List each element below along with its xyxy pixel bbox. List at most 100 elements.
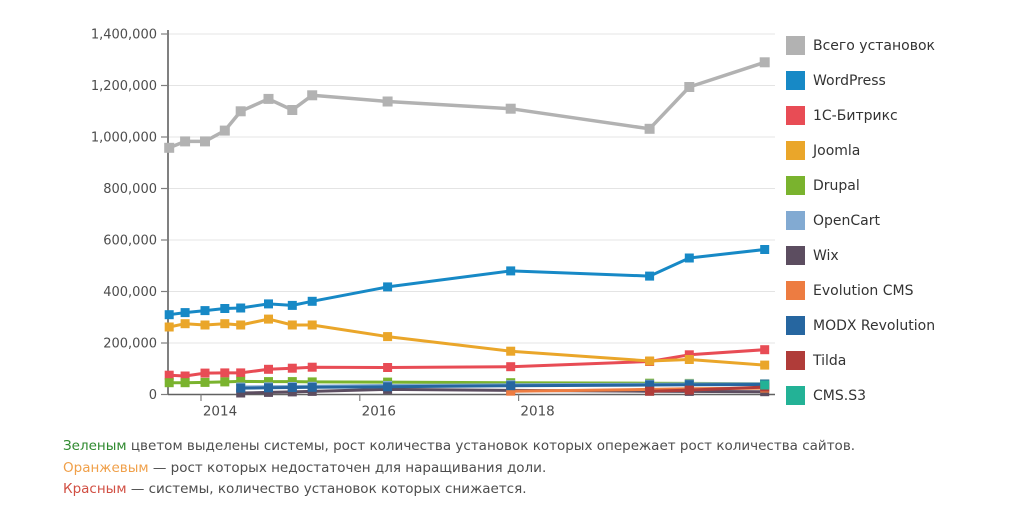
series-marker-wix (264, 387, 273, 397)
legend-item-drupal[interactable]: Drupal (786, 176, 935, 195)
series-marker-total-installs (684, 82, 695, 92)
legend-label: 1С-Битрикс (813, 107, 898, 124)
series-marker-total-installs (307, 90, 318, 101)
legend-item-joomla[interactable]: Joomla (786, 141, 935, 160)
series-marker-drupal (180, 378, 190, 388)
footnote-text: цветом выделены системы, рост количества… (126, 438, 856, 454)
series-marker-joomla (506, 346, 516, 356)
series-marker-modx-revolution (506, 381, 516, 391)
y-axis-label: 1,000,000 (91, 131, 157, 146)
legend-item-modx-revolution[interactable]: MODX Revolution (786, 316, 935, 335)
series-marker-drupal (164, 378, 174, 388)
series-marker-tilda (684, 385, 694, 395)
series-marker-modx-revolution (383, 382, 393, 392)
legend-swatch (786, 281, 805, 300)
series-marker-1c-bitrix (200, 368, 210, 378)
series-marker-cms-s3 (760, 380, 770, 390)
series-marker-drupal (236, 376, 246, 386)
legend-swatch (786, 71, 805, 90)
chart-footnotes: Зеленым цветом выделены системы, рост ко… (63, 436, 963, 501)
series-marker-joomla (236, 320, 246, 330)
footnote-lead-word: Оранжевым (63, 459, 149, 476)
series-marker-1c-bitrix (287, 363, 297, 373)
series-marker-wordpress (760, 245, 770, 254)
legend-swatch (786, 316, 805, 335)
footnote-text: — системы, количество установок которых … (126, 481, 527, 497)
legend-item-evolution-cms[interactable]: Evolution CMS (786, 281, 935, 300)
legend-item-wix[interactable]: Wix (786, 246, 935, 265)
series-marker-1c-bitrix (236, 368, 246, 378)
legend-item-wordpress[interactable]: WordPress (786, 71, 935, 90)
series-marker-modx-revolution (264, 383, 273, 393)
series-marker-1c-bitrix (180, 371, 190, 381)
series-marker-joomla (383, 332, 393, 342)
y-axis-label: 600,000 (103, 234, 157, 249)
series-marker-wordpress (236, 303, 246, 313)
legend-swatch (786, 106, 805, 125)
legend-item-1c-bitrix[interactable]: 1С-Битрикс (786, 106, 935, 125)
legend-swatch (786, 211, 805, 230)
series-marker-wordpress (645, 271, 655, 281)
series-marker-joomla (200, 320, 210, 330)
series-marker-modx-revolution (236, 383, 246, 393)
legend-label: MODX Revolution (813, 317, 936, 334)
series-marker-joomla (287, 320, 297, 330)
series-marker-total-installs (505, 103, 516, 114)
legend-swatch (786, 386, 805, 405)
series-marker-drupal (287, 377, 297, 387)
series-marker-total-installs (759, 57, 770, 68)
series-marker-total-installs (235, 106, 246, 117)
y-axis-label: 800,000 (103, 182, 157, 197)
footnote-line: Зеленым цветом выделены системы, рост ко… (63, 436, 963, 458)
series-marker-1c-bitrix (164, 370, 174, 380)
series-marker-1c-bitrix (264, 364, 273, 374)
legend-label: CMS.S3 (813, 387, 866, 404)
series-marker-1c-bitrix (220, 368, 230, 378)
series-marker-joomla (760, 360, 770, 370)
series-marker-joomla (180, 319, 190, 329)
series-marker-joomla (684, 355, 694, 364)
series-marker-modx-revolution (645, 380, 655, 390)
legend-swatch (786, 176, 805, 195)
footnote-lead-word: Красным (63, 481, 127, 497)
series-marker-drupal (264, 377, 273, 387)
legend-label: Evolution CMS (813, 282, 914, 299)
legend-item-cms-s3[interactable]: CMS.S3 (786, 386, 935, 405)
y-axis-label: 400,000 (103, 285, 157, 300)
y-axis-label: 1,200,000 (91, 79, 157, 94)
legend-item-tilda[interactable]: Tilda (786, 351, 935, 370)
series-marker-wordpress (220, 304, 230, 313)
series-marker-total-installs (219, 125, 230, 136)
legend-label: Drupal (813, 177, 860, 194)
series-marker-1c-bitrix (760, 345, 770, 355)
legend-label: Wix (813, 247, 839, 264)
cms-installs-line-chart: 0 200,000 400,000 600,000 800,000 1,000,000 1,… (91, 28, 775, 420)
series-marker-tilda (645, 386, 655, 396)
series-line-1c-bitrix (167, 348, 767, 378)
legend-label: OpenCart (813, 212, 880, 229)
legend-item-opencart[interactable]: OpenCart (786, 211, 935, 230)
series-marker-wordpress (264, 299, 273, 309)
footnote-line: Оранжевым — рост которых недостаточен дл… (63, 458, 963, 480)
series-marker-drupal (200, 377, 210, 387)
legend-swatch (786, 141, 805, 160)
x-axis-label: 2018 (520, 404, 554, 420)
series-marker-total-installs (164, 142, 175, 153)
series-marker-wordpress (164, 310, 174, 320)
series-marker-modx-revolution (684, 380, 694, 390)
legend-label: Tilda (813, 352, 847, 369)
series-marker-wordpress (383, 282, 393, 292)
series-marker-joomla (220, 319, 230, 329)
legend-item-total-installs[interactable]: Всего установок (786, 36, 935, 55)
legend-swatch (786, 246, 805, 265)
legend-swatch (786, 36, 805, 55)
series-marker-wordpress (287, 300, 297, 310)
x-axis-label: 2016 (362, 404, 396, 420)
series-marker-wordpress (200, 306, 210, 316)
x-axis-label: 2014 (203, 404, 237, 420)
series-marker-joomla (264, 314, 273, 324)
series-marker-1c-bitrix (307, 362, 317, 372)
series-marker-joomla (164, 322, 174, 332)
series-marker-modx-revolution (287, 383, 297, 392)
series-marker-wordpress (506, 266, 516, 276)
